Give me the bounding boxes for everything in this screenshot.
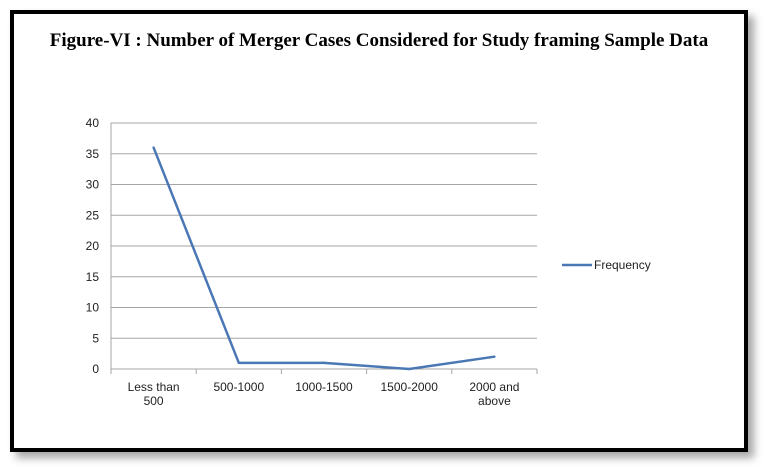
y-tick-label: 25 bbox=[86, 208, 100, 222]
x-tick-label: 1000-1500 bbox=[295, 380, 353, 394]
data-point bbox=[322, 361, 326, 365]
y-tick-label: 15 bbox=[86, 270, 100, 284]
y-tick-label: 20 bbox=[86, 239, 100, 253]
legend-label-frequency: Frequency bbox=[594, 258, 651, 272]
data-point bbox=[493, 355, 496, 358]
y-tick-label: 40 bbox=[86, 116, 100, 130]
y-tick-label: 30 bbox=[86, 178, 100, 192]
y-tick-label: 35 bbox=[86, 147, 100, 161]
x-tick-label: 1500-2000 bbox=[381, 380, 439, 394]
series-line-frequency bbox=[152, 147, 495, 371]
data-point bbox=[408, 367, 411, 371]
chart-title: Figure-VI : Number of Merger Cases Consi… bbox=[49, 30, 709, 51]
data-point bbox=[152, 146, 155, 149]
y-tick-label: 5 bbox=[92, 331, 99, 345]
data-point bbox=[237, 361, 240, 365]
y-tick-label: 0 bbox=[92, 362, 99, 376]
x-tick-label: 2000 and above bbox=[469, 380, 519, 408]
line-chart: 0 5 10 15 20 25 30 35 40 Less than 500 500-1000 1000… bbox=[86, 116, 651, 408]
x-tick-label: 500-1000 bbox=[213, 380, 264, 394]
x-tick-label: Less than 500 bbox=[128, 380, 180, 408]
y-tick-label: 10 bbox=[86, 301, 100, 315]
figure-frame: Figure-VI : Number of Merger Cases Consi… bbox=[10, 10, 748, 452]
